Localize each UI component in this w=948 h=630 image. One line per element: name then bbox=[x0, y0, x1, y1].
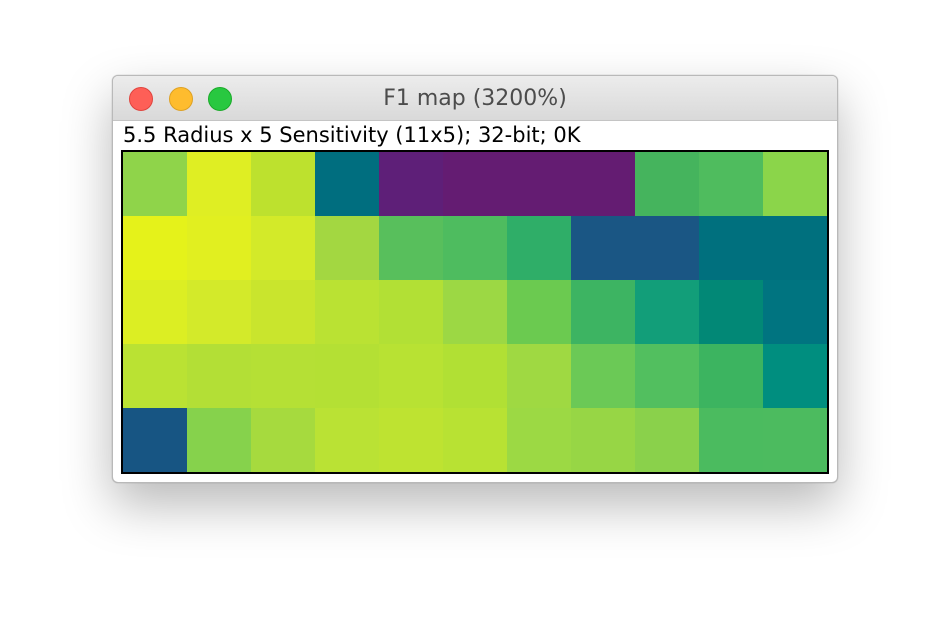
pixel-cell bbox=[251, 408, 315, 472]
pixel-cell bbox=[379, 408, 443, 472]
pixel-cell bbox=[315, 408, 379, 472]
pixel-cell bbox=[635, 152, 699, 216]
pixel-cell bbox=[251, 216, 315, 280]
pixel-cell bbox=[123, 216, 187, 280]
pixel-cell bbox=[571, 280, 635, 344]
pixel-cell bbox=[315, 280, 379, 344]
pixel-cell bbox=[699, 152, 763, 216]
pixel-cell bbox=[699, 216, 763, 280]
pixel-cell bbox=[443, 152, 507, 216]
pixel-cell bbox=[251, 344, 315, 408]
pixel-cell bbox=[251, 152, 315, 216]
pixel-cell bbox=[699, 280, 763, 344]
pixel-cell bbox=[379, 344, 443, 408]
pixel-cell bbox=[507, 216, 571, 280]
minimize-icon[interactable] bbox=[169, 87, 193, 111]
pixel-cell bbox=[571, 152, 635, 216]
pixel-cell bbox=[443, 344, 507, 408]
pixel-cell bbox=[379, 280, 443, 344]
title-bar[interactable]: F1 map (3200%) bbox=[113, 76, 837, 121]
pixel-cell bbox=[507, 152, 571, 216]
pixel-cell bbox=[507, 280, 571, 344]
pixel-cell bbox=[123, 280, 187, 344]
pixel-cell bbox=[635, 216, 699, 280]
pixel-cell bbox=[507, 344, 571, 408]
pixel-cell bbox=[763, 344, 827, 408]
pixel-cell bbox=[187, 152, 251, 216]
pixel-cell bbox=[763, 408, 827, 472]
image-canvas[interactable] bbox=[121, 150, 829, 474]
pixel-cell bbox=[571, 216, 635, 280]
pixel-cell bbox=[123, 344, 187, 408]
pixel-cell bbox=[507, 408, 571, 472]
zoom-icon[interactable] bbox=[208, 87, 232, 111]
pixel-cell bbox=[763, 216, 827, 280]
pixel-cell bbox=[699, 344, 763, 408]
pixel-cell bbox=[635, 280, 699, 344]
pixel-cell bbox=[763, 280, 827, 344]
window-title: F1 map (3200%) bbox=[383, 86, 567, 111]
pixel-cell bbox=[315, 216, 379, 280]
pixel-cell bbox=[699, 408, 763, 472]
pixel-cell bbox=[379, 152, 443, 216]
pixel-cell bbox=[187, 408, 251, 472]
pixel-cell bbox=[635, 344, 699, 408]
pixel-cell bbox=[571, 408, 635, 472]
pixel-cell bbox=[443, 280, 507, 344]
pixel-cell bbox=[187, 344, 251, 408]
pixel-grid[interactable] bbox=[123, 152, 827, 472]
pixel-cell bbox=[635, 408, 699, 472]
pixel-cell bbox=[571, 344, 635, 408]
image-info: 5.5 Radius x 5 Sensitivity (11x5); 32-bi… bbox=[123, 123, 581, 147]
pixel-cell bbox=[315, 344, 379, 408]
image-window: F1 map (3200%) 5.5 Radius x 5 Sensitivit… bbox=[112, 75, 838, 483]
pixel-cell bbox=[443, 408, 507, 472]
pixel-cell bbox=[123, 408, 187, 472]
pixel-cell bbox=[379, 216, 443, 280]
pixel-cell bbox=[187, 216, 251, 280]
pixel-cell bbox=[443, 216, 507, 280]
pixel-cell bbox=[251, 280, 315, 344]
close-icon[interactable] bbox=[129, 87, 153, 111]
pixel-cell bbox=[187, 280, 251, 344]
pixel-cell bbox=[123, 152, 187, 216]
pixel-cell bbox=[763, 152, 827, 216]
pixel-cell bbox=[315, 152, 379, 216]
